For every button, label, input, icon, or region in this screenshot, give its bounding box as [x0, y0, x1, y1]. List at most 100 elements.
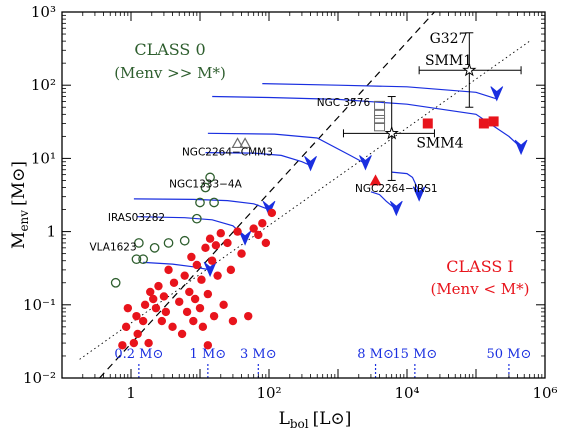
class0-point — [138, 254, 149, 265]
class1-point — [226, 265, 236, 275]
mass-marker-label: 1 M⊙ — [190, 347, 227, 362]
class1-point — [146, 287, 155, 297]
class-0-condition: (Menv >> M*) — [114, 64, 226, 82]
evolution-track — [212, 95, 522, 149]
class0-point — [191, 213, 202, 224]
class1-point — [132, 311, 141, 321]
class1-point — [261, 238, 271, 248]
dashed-reference-line — [99, 12, 435, 378]
track-arrow — [514, 139, 528, 156]
class0-point — [149, 242, 160, 253]
y-tick-label: 10⁻² — [23, 369, 56, 387]
mass-marker-label: 15 M⊙ — [392, 347, 437, 362]
class1-point — [267, 208, 277, 218]
mass-marker-label: 3 M⊙ — [240, 347, 277, 362]
filled-square-point — [488, 116, 499, 127]
class1-point — [149, 294, 158, 304]
class1-point — [157, 316, 167, 326]
open-square-point — [374, 122, 386, 132]
class-1-label: CLASS I — [446, 257, 513, 276]
class1-point — [168, 322, 177, 332]
class1-point — [223, 238, 232, 248]
x-tick-label: 10² — [256, 384, 281, 402]
class1-point — [169, 278, 179, 287]
class0-point — [209, 197, 219, 208]
class0-point — [134, 238, 144, 248]
track-arrow — [412, 186, 426, 202]
mass-marker-label: 8 M⊙ — [357, 347, 394, 362]
filled-square-point — [422, 118, 433, 129]
x-tick-label: 10⁴ — [394, 384, 419, 402]
class1-point — [244, 311, 253, 321]
class1-point — [254, 230, 263, 240]
class1-point — [187, 252, 196, 262]
track-arrow — [262, 200, 276, 217]
class1-point — [211, 241, 221, 250]
y-tick-label: 10¹ — [31, 149, 56, 167]
class1-point — [209, 311, 219, 321]
evolution-track — [262, 83, 497, 100]
class1-point — [121, 322, 131, 332]
class1-point — [197, 275, 206, 284]
x-tick-label: 10⁶ — [532, 384, 557, 402]
mass-marker-label: 50 M⊙ — [486, 347, 531, 362]
open-square-point — [374, 109, 386, 119]
filled-triangle-point — [369, 174, 382, 186]
class0-point — [200, 182, 211, 193]
class1-point — [185, 287, 194, 297]
class1-point — [198, 322, 208, 332]
source-annotation: NGC1333−4A — [169, 179, 243, 191]
evolution-track — [143, 261, 211, 271]
filled-square-point — [478, 118, 489, 129]
y-axis-title: Menv[M⊙] — [9, 161, 31, 249]
class0-point — [163, 238, 174, 248]
source-annotation: G327 — [430, 31, 468, 47]
class1-point — [164, 265, 173, 275]
source-annotation: IRAS03282 — [108, 212, 165, 224]
mass-marker-label: 0.2 M⊙ — [114, 347, 163, 362]
y-tick-label: 10³ — [31, 3, 56, 21]
class0-point — [195, 197, 205, 208]
class1-point — [144, 338, 153, 348]
y-tick-label: 10² — [31, 76, 56, 94]
class1-point — [140, 300, 150, 309]
class1-point — [161, 307, 171, 317]
evolution-track — [370, 191, 397, 211]
class1-point — [177, 329, 187, 339]
class1-point — [213, 271, 222, 280]
class1-point — [203, 341, 213, 350]
class0-point — [179, 235, 190, 246]
class1-point — [249, 224, 258, 233]
class1-point — [189, 316, 198, 326]
class1-point — [258, 219, 267, 228]
evolution-track — [133, 198, 270, 211]
class1-point — [192, 260, 202, 270]
source-annotation: VLA1623 — [89, 242, 136, 254]
open-square-point — [374, 114, 386, 124]
class1-point — [237, 249, 246, 258]
class1-point — [190, 294, 200, 304]
class1-point — [182, 307, 192, 317]
class1-point — [203, 289, 213, 299]
source-annotation: SMM1 — [425, 53, 472, 69]
class1-point — [201, 243, 210, 253]
plot-area — [79, 12, 530, 378]
evolution-track — [205, 152, 311, 167]
plot-frame — [61, 11, 546, 379]
class1-point — [138, 316, 148, 326]
class1-point — [205, 234, 215, 243]
class1-point — [118, 341, 127, 350]
open-triangle-point — [239, 137, 252, 149]
track-arrow — [304, 155, 317, 172]
class1-point — [228, 316, 238, 326]
class1-point — [123, 303, 133, 313]
track-arrow — [389, 200, 403, 217]
source-annotation: NGC2264−IRS1 — [355, 183, 438, 195]
x-tick-label: 1 — [126, 384, 136, 402]
class1-point — [195, 303, 205, 313]
y-tick-label: 10⁻¹ — [23, 296, 56, 314]
y-tick-label: 1 — [46, 223, 56, 241]
class1-point — [154, 281, 163, 291]
x-axis-title: Lbol [L⊙] — [279, 409, 352, 431]
class-1-condition: (Menv < M*) — [430, 280, 529, 298]
